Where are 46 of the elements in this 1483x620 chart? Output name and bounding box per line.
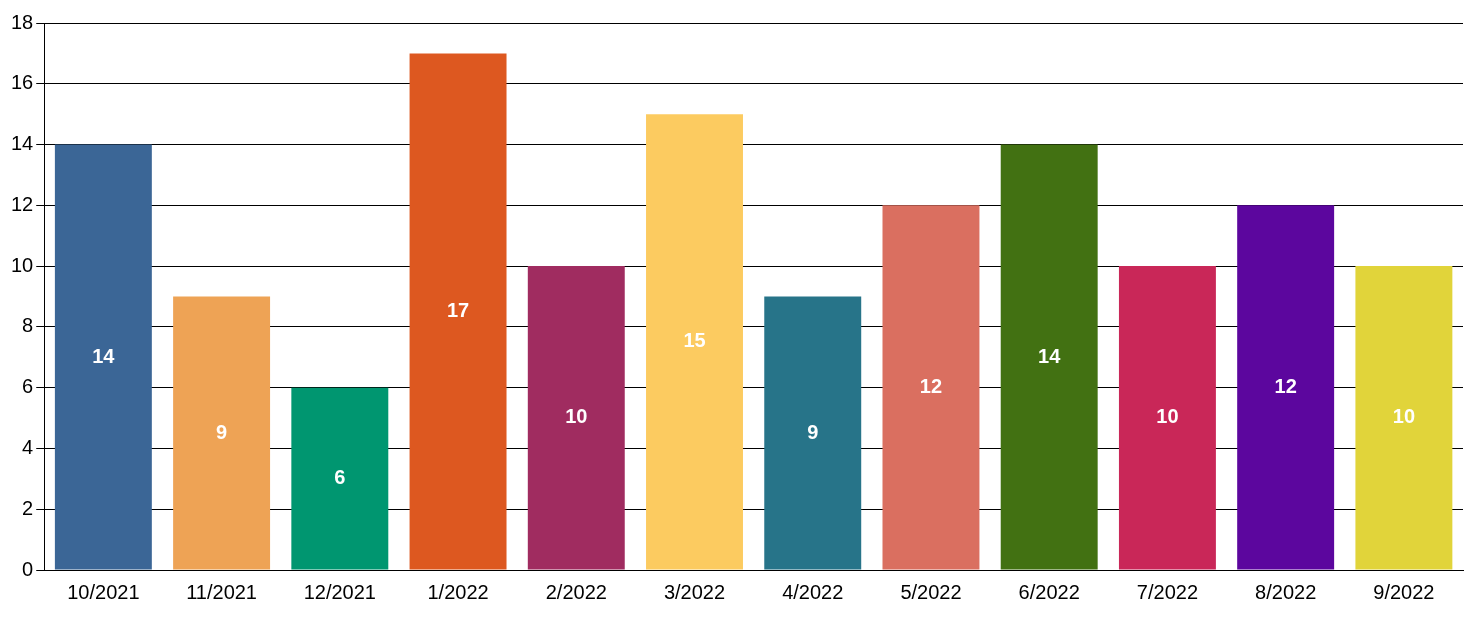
y-tick-label: 0 (22, 557, 34, 580)
data-label: 10 (1156, 405, 1179, 428)
data-label: 6 (334, 466, 346, 489)
bar (1237, 205, 1335, 570)
x-tick-label: 8/2022 (1255, 580, 1317, 603)
y-tick-label: 10 (11, 253, 34, 276)
data-label: 12 (919, 374, 943, 397)
y-tick-label: 2 (22, 496, 34, 519)
bar (54, 144, 152, 570)
bar (646, 114, 743, 570)
x-tick-label: 4/2022 (782, 580, 844, 603)
y-tick-label: 4 (22, 435, 34, 458)
data-label: 9 (216, 420, 228, 443)
bar (409, 53, 507, 570)
x-tick-label: 2/2022 (545, 580, 607, 603)
data-label: 17 (446, 298, 470, 321)
data-label: 10 (1392, 405, 1416, 428)
x-tick-label: 3/2022 (663, 580, 726, 603)
data-label: 9 (807, 420, 819, 443)
x-tick-label: 11/2021 (186, 580, 257, 603)
bar (1118, 266, 1216, 570)
y-tick-label: 8 (22, 314, 34, 337)
x-tick-label: 5/2022 (900, 580, 962, 603)
bar (173, 296, 271, 570)
y-tick-label: 12 (11, 192, 34, 215)
x-tick-label: 1/2022 (427, 580, 489, 603)
data-label: 14 (92, 344, 116, 367)
x-tick-label: 6/2022 (1018, 580, 1080, 603)
data-label: 15 (683, 329, 706, 352)
bar (1355, 266, 1453, 570)
bar (882, 205, 980, 570)
y-tick-label: 6 (22, 375, 34, 398)
x-tick-label: 7/2022 (1136, 580, 1199, 603)
x-tick-label: 10/2021 (67, 580, 140, 603)
bar (764, 296, 862, 570)
bar (291, 387, 389, 570)
x-tick-label: 12/2021 (303, 580, 376, 603)
bar (527, 266, 625, 570)
data-label: 10 (565, 405, 588, 428)
y-tick-label: 18 (11, 10, 34, 33)
bar (1000, 144, 1098, 570)
y-tick-label: 14 (11, 132, 34, 155)
data-label: 12 (1274, 374, 1297, 397)
y-tick-label: 16 (11, 71, 34, 94)
data-label: 14 (1038, 344, 1062, 367)
x-tick-label: 9/2022 (1373, 580, 1435, 603)
